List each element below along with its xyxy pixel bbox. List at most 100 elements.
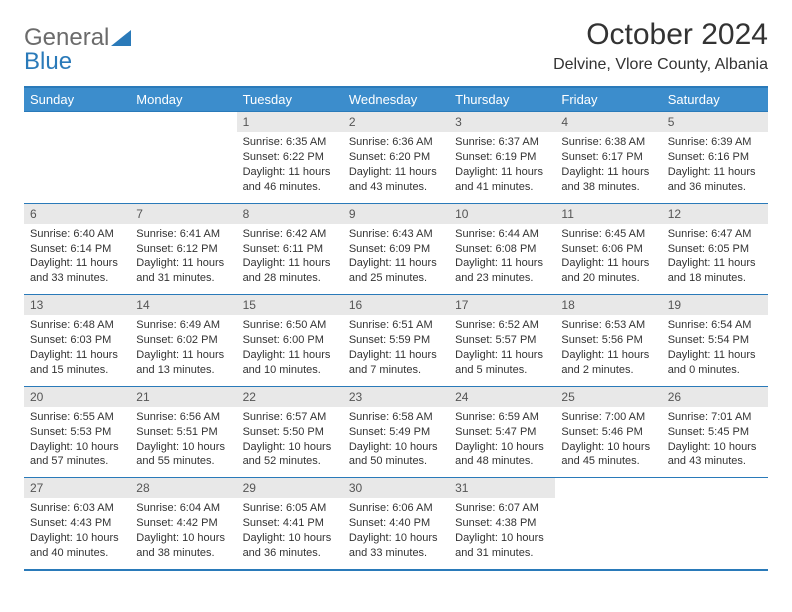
calendar-cell: 13Sunrise: 6:48 AMSunset: 6:03 PMDayligh… [24,295,130,387]
sunset-text: Sunset: 6:19 PM [455,150,549,165]
calendar-cell: 15Sunrise: 6:50 AMSunset: 6:00 PMDayligh… [237,295,343,387]
calendar-cell: 26Sunrise: 7:01 AMSunset: 5:45 PMDayligh… [662,386,768,478]
daylight-text: Daylight: 11 hours and 15 minutes. [30,348,124,378]
calendar-cell: 25Sunrise: 7:00 AMSunset: 5:46 PMDayligh… [555,386,661,478]
sunset-text: Sunset: 6:14 PM [30,242,124,257]
sunset-text: Sunset: 4:38 PM [455,516,549,531]
daylight-text: Daylight: 10 hours and 36 minutes. [243,531,337,561]
sunset-text: Sunset: 4:40 PM [349,516,443,531]
daylight-text: Daylight: 10 hours and 40 minutes. [30,531,124,561]
sunrise-text: Sunrise: 6:07 AM [455,501,549,516]
day-details: Sunrise: 6:06 AMSunset: 4:40 PMDaylight:… [343,498,449,568]
sunset-text: Sunset: 5:49 PM [349,425,443,440]
daylight-text: Daylight: 11 hours and 46 minutes. [243,165,337,195]
day-details: Sunrise: 7:00 AMSunset: 5:46 PMDaylight:… [555,407,661,477]
calendar-cell: 21Sunrise: 6:56 AMSunset: 5:51 PMDayligh… [130,386,236,478]
sunrise-text: Sunrise: 6:57 AM [243,410,337,425]
daylight-text: Daylight: 11 hours and 13 minutes. [136,348,230,378]
brand-logo: General [24,18,133,52]
calendar-cell: 24Sunrise: 6:59 AMSunset: 5:47 PMDayligh… [449,386,555,478]
sunset-text: Sunset: 6:06 PM [561,242,655,257]
calendar-cell: 7Sunrise: 6:41 AMSunset: 6:12 PMDaylight… [130,203,236,295]
day-details: Sunrise: 6:49 AMSunset: 6:02 PMDaylight:… [130,315,236,385]
daylight-text: Daylight: 11 hours and 18 minutes. [668,256,762,286]
day-number: 3 [449,112,555,132]
calendar-cell: 30Sunrise: 6:06 AMSunset: 4:40 PMDayligh… [343,478,449,570]
sunrise-text: Sunrise: 6:55 AM [30,410,124,425]
calendar-cell: 11Sunrise: 6:45 AMSunset: 6:06 PMDayligh… [555,203,661,295]
calendar-cell: 17Sunrise: 6:52 AMSunset: 5:57 PMDayligh… [449,295,555,387]
calendar-week-row: 20Sunrise: 6:55 AMSunset: 5:53 PMDayligh… [24,386,768,478]
day-details: Sunrise: 6:48 AMSunset: 6:03 PMDaylight:… [24,315,130,385]
calendar-cell: 12Sunrise: 6:47 AMSunset: 6:05 PMDayligh… [662,203,768,295]
sunset-text: Sunset: 5:50 PM [243,425,337,440]
calendar-cell: 22Sunrise: 6:57 AMSunset: 5:50 PMDayligh… [237,386,343,478]
sunrise-text: Sunrise: 6:36 AM [349,135,443,150]
daylight-text: Daylight: 11 hours and 25 minutes. [349,256,443,286]
day-number [130,112,236,132]
sunrise-text: Sunrise: 7:00 AM [561,410,655,425]
calendar-cell [24,112,130,204]
day-number: 23 [343,387,449,407]
sunrise-text: Sunrise: 6:06 AM [349,501,443,516]
day-details: Sunrise: 6:50 AMSunset: 6:00 PMDaylight:… [237,315,343,385]
sail-icon [111,28,133,48]
sunset-text: Sunset: 6:03 PM [30,333,124,348]
day-details: Sunrise: 6:43 AMSunset: 6:09 PMDaylight:… [343,224,449,294]
daylight-text: Daylight: 11 hours and 43 minutes. [349,165,443,195]
day-number: 10 [449,204,555,224]
daylight-text: Daylight: 11 hours and 41 minutes. [455,165,549,195]
day-header: Wednesday [343,87,449,112]
day-details: Sunrise: 6:04 AMSunset: 4:42 PMDaylight:… [130,498,236,568]
sunset-text: Sunset: 5:59 PM [349,333,443,348]
day-number: 11 [555,204,661,224]
sunrise-text: Sunrise: 6:49 AM [136,318,230,333]
day-details: Sunrise: 6:55 AMSunset: 5:53 PMDaylight:… [24,407,130,477]
calendar-cell: 8Sunrise: 6:42 AMSunset: 6:11 PMDaylight… [237,203,343,295]
sunrise-text: Sunrise: 6:03 AM [30,501,124,516]
calendar-cell: 29Sunrise: 6:05 AMSunset: 4:41 PMDayligh… [237,478,343,570]
calendar-cell: 2Sunrise: 6:36 AMSunset: 6:20 PMDaylight… [343,112,449,204]
sunset-text: Sunset: 6:05 PM [668,242,762,257]
sunset-text: Sunset: 6:00 PM [243,333,337,348]
sunset-text: Sunset: 5:57 PM [455,333,549,348]
day-details: Sunrise: 6:56 AMSunset: 5:51 PMDaylight:… [130,407,236,477]
sunset-text: Sunset: 6:16 PM [668,150,762,165]
calendar-cell: 16Sunrise: 6:51 AMSunset: 5:59 PMDayligh… [343,295,449,387]
day-number [24,112,130,132]
sunrise-text: Sunrise: 6:39 AM [668,135,762,150]
calendar-cell: 10Sunrise: 6:44 AMSunset: 6:08 PMDayligh… [449,203,555,295]
day-number: 17 [449,295,555,315]
sunset-text: Sunset: 6:09 PM [349,242,443,257]
calendar-cell: 1Sunrise: 6:35 AMSunset: 6:22 PMDaylight… [237,112,343,204]
daylight-text: Daylight: 10 hours and 50 minutes. [349,440,443,470]
day-header: Sunday [24,87,130,112]
day-number: 15 [237,295,343,315]
calendar-week-row: 6Sunrise: 6:40 AMSunset: 6:14 PMDaylight… [24,203,768,295]
day-header-row: Sunday Monday Tuesday Wednesday Thursday… [24,87,768,112]
sunset-text: Sunset: 4:43 PM [30,516,124,531]
sunset-text: Sunset: 5:45 PM [668,425,762,440]
day-number [555,478,661,498]
day-details: Sunrise: 6:40 AMSunset: 6:14 PMDaylight:… [24,224,130,294]
sunrise-text: Sunrise: 6:43 AM [349,227,443,242]
calendar-cell [662,478,768,570]
sunset-text: Sunset: 6:02 PM [136,333,230,348]
sunrise-text: Sunrise: 6:52 AM [455,318,549,333]
day-details: Sunrise: 6:47 AMSunset: 6:05 PMDaylight:… [662,224,768,294]
sunset-text: Sunset: 4:41 PM [243,516,337,531]
sunrise-text: Sunrise: 6:41 AM [136,227,230,242]
sunset-text: Sunset: 6:12 PM [136,242,230,257]
day-details: Sunrise: 6:37 AMSunset: 6:19 PMDaylight:… [449,132,555,202]
sunset-text: Sunset: 6:22 PM [243,150,337,165]
calendar-table: Sunday Monday Tuesday Wednesday Thursday… [24,86,768,571]
day-number: 21 [130,387,236,407]
day-header: Friday [555,87,661,112]
day-details: Sunrise: 6:52 AMSunset: 5:57 PMDaylight:… [449,315,555,385]
day-number [662,478,768,498]
day-number: 24 [449,387,555,407]
sunrise-text: Sunrise: 6:58 AM [349,410,443,425]
sunrise-text: Sunrise: 6:37 AM [455,135,549,150]
day-header: Thursday [449,87,555,112]
sunrise-text: Sunrise: 6:40 AM [30,227,124,242]
